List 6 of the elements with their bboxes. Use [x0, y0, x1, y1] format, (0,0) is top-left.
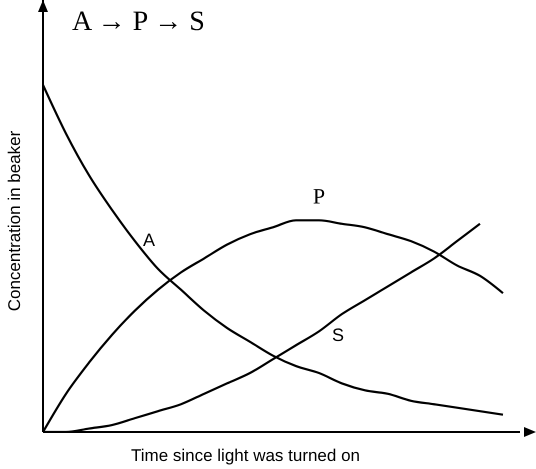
series-label: A: [142, 230, 156, 250]
series-label: P: [312, 183, 326, 208]
series-label: S: [332, 324, 344, 345]
chart-title: A → P → S: [72, 6, 205, 38]
y-axis-title: Concentration in beaker: [5, 130, 24, 312]
x-axis-title: Time since light was turned on: [131, 446, 360, 465]
